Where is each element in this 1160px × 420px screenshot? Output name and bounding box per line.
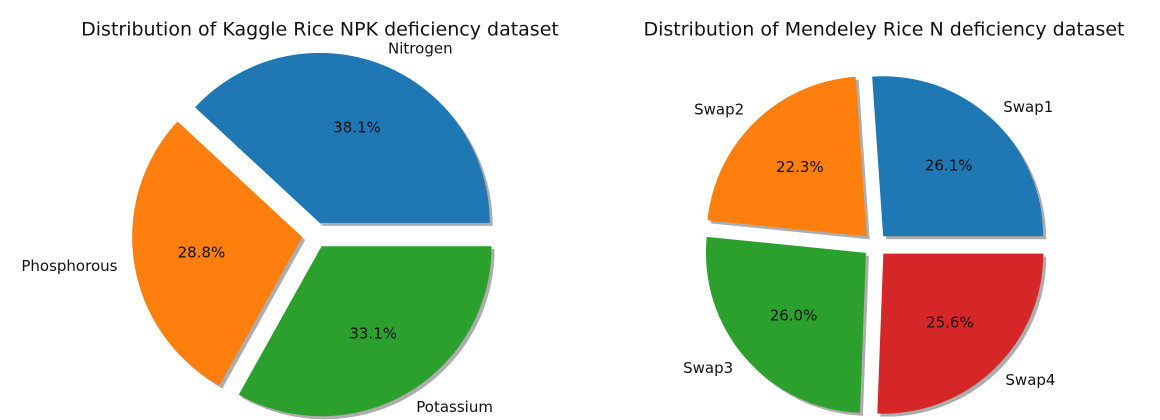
chart-title: Distribution of Mendeley Rice N deficien… bbox=[643, 19, 1124, 41]
value-label: 38.1% bbox=[333, 118, 381, 136]
value-label: 25.6% bbox=[926, 313, 974, 331]
category-label: Potassium bbox=[416, 398, 493, 416]
value-label: 26.0% bbox=[770, 306, 818, 324]
value-label: 22.3% bbox=[776, 158, 824, 176]
value-label: 33.1% bbox=[349, 325, 397, 343]
category-label: Swap3 bbox=[683, 359, 733, 377]
wedge bbox=[707, 76, 867, 237]
wedge bbox=[705, 236, 866, 413]
wedge bbox=[195, 52, 490, 223]
wedge bbox=[872, 76, 1044, 237]
chart-title: Distribution of Kaggle Rice NPK deficien… bbox=[81, 19, 559, 41]
category-label: Nitrogen bbox=[388, 39, 453, 57]
category-label: Swap1 bbox=[1003, 98, 1053, 116]
value-label: 26.1% bbox=[925, 157, 973, 175]
category-label: Swap2 bbox=[694, 100, 744, 118]
category-label: Swap4 bbox=[1005, 371, 1055, 389]
value-label: 28.8% bbox=[178, 243, 226, 261]
wedge bbox=[238, 246, 492, 417]
wedge bbox=[132, 121, 303, 386]
category-label: Phosphorous bbox=[21, 257, 117, 275]
wedge bbox=[877, 253, 1044, 414]
